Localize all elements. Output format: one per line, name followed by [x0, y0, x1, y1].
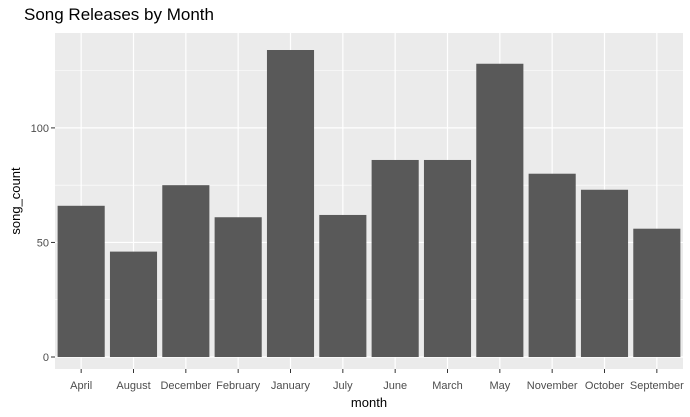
bars: [57, 50, 681, 357]
x-tick-label: June: [383, 380, 407, 392]
bar-april: [57, 205, 105, 357]
plot-panel: [55, 33, 683, 369]
y-axis-label: song_count: [8, 167, 23, 235]
bar-july: [319, 214, 367, 357]
x-tick-label: December: [160, 380, 211, 392]
bar-december: [162, 185, 210, 357]
bar-october: [580, 189, 629, 357]
x-tick-label: August: [116, 380, 150, 392]
x-tick-label: April: [70, 380, 92, 392]
x-tick-label: January: [271, 380, 311, 392]
x-tick-label: May: [489, 380, 510, 392]
bar-june: [371, 159, 419, 357]
bar-november: [528, 173, 576, 357]
y-tick-label: 100: [31, 123, 49, 135]
bar-march: [423, 159, 472, 357]
x-tick-label: July: [333, 380, 353, 392]
y-tick-label: 0: [43, 352, 49, 364]
x-tick-label: March: [432, 380, 463, 392]
x-axis-label: month: [351, 395, 387, 410]
x-tick-label: October: [585, 380, 624, 392]
y-tick-label: 50: [37, 237, 49, 249]
bar-february: [214, 217, 262, 357]
bar-january: [266, 50, 315, 357]
chart-title: Song Releases by Month: [24, 5, 214, 24]
bar-may: [476, 63, 524, 357]
bar-august: [109, 251, 158, 357]
axes: April August December February January July Ju…: [31, 123, 684, 392]
x-tick-label: September: [630, 380, 684, 392]
bar-september: [633, 228, 681, 357]
x-tick-label: February: [216, 380, 261, 392]
x-tick-label: November: [527, 380, 578, 392]
